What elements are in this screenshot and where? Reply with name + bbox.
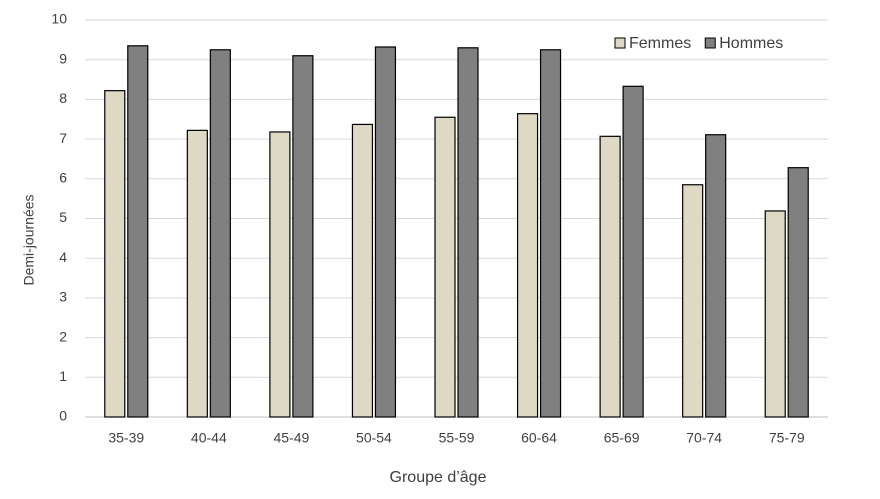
bar	[127, 45, 149, 418]
y-tick-label: 4	[59, 249, 67, 265]
bar	[457, 47, 479, 418]
y-tick-label: 10	[51, 11, 67, 27]
y-tick-label: 6	[59, 170, 67, 186]
bar	[516, 113, 539, 418]
legend-label: Hommes	[719, 35, 783, 52]
x-tick-label: 75-79	[769, 430, 805, 446]
legend-label: Femmes	[629, 35, 691, 52]
x-tick-label: 70-74	[686, 430, 722, 446]
bar	[705, 134, 727, 418]
x-tick-label: 55-59	[439, 430, 475, 446]
bar	[351, 123, 374, 418]
x-tick-label: 65-69	[604, 430, 640, 446]
bar	[434, 116, 456, 418]
x-tick-label: 60-64	[521, 430, 557, 446]
y-tick-label: 0	[59, 408, 67, 424]
legend-swatch	[704, 37, 716, 49]
bar	[539, 49, 562, 418]
x-axis-title: Groupe d’âge	[390, 469, 487, 486]
bar	[209, 49, 231, 418]
x-tick-label: 50-54	[356, 430, 392, 446]
bar	[622, 85, 644, 418]
y-tick-label: 9	[59, 50, 67, 66]
x-tick-label: 35-39	[108, 430, 144, 446]
bar	[787, 167, 809, 418]
bar	[764, 210, 786, 418]
bar	[374, 46, 397, 418]
y-tick-label: 1	[59, 368, 67, 384]
x-tick-label: 45-49	[273, 430, 309, 446]
y-tick-label: 2	[59, 328, 67, 344]
y-axis-title: Demi-journées	[21, 194, 37, 285]
legend-swatch	[614, 37, 626, 49]
y-tick-label: 8	[59, 90, 67, 106]
bar	[269, 131, 291, 418]
bar	[599, 135, 621, 418]
bar	[292, 55, 314, 418]
y-tick-label: 3	[59, 289, 67, 305]
x-tick-label: 40-44	[191, 430, 227, 446]
bar	[186, 129, 208, 418]
bar	[682, 184, 704, 418]
y-tick-label: 5	[59, 209, 67, 225]
bar	[104, 90, 126, 418]
y-tick-label: 7	[59, 130, 67, 146]
